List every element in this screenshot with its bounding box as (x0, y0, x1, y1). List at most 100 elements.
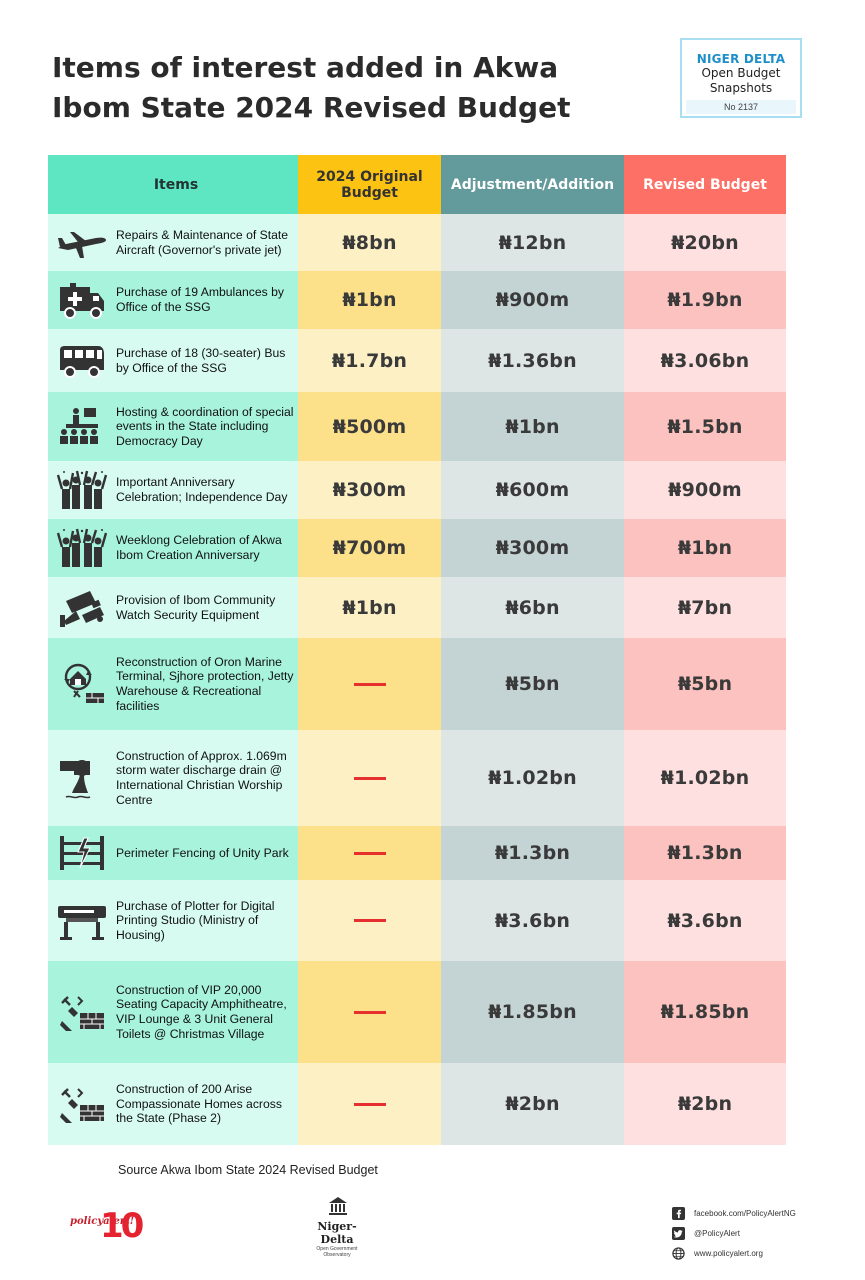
original-budget-value: ₦8bn (342, 231, 397, 254)
item-description: Weeklong Celebration of Akwa Ibom Creati… (116, 533, 282, 562)
facebook-icon (672, 1206, 685, 1220)
adjustment-value: ₦600m (495, 479, 570, 501)
item-description: Reconstruction of Oron Marine Terminal, … (116, 654, 294, 713)
original-budget-cell: ₦1bn (298, 271, 441, 329)
table-row: Construction of VIP 20,000 Seating Capac… (48, 961, 786, 1063)
original-budget-cell (298, 961, 441, 1063)
adjustment-value: ₦300m (495, 537, 570, 559)
table-row: Construction of 200 Arise Compassionate … (48, 1063, 786, 1145)
adjustment-cell: ₦600m (441, 461, 624, 519)
original-budget-cell (298, 880, 441, 961)
item-description: Purchase of Plotter for Digital Printing… (116, 898, 275, 942)
revised-budget-value: ₦1.5bn (667, 415, 743, 438)
table-row: Purchase of 18 (30-seater) Bus by Office… (48, 329, 786, 392)
adjustment-value: ₦1.85bn (488, 1001, 577, 1023)
original-budget-cell: ₦8bn (298, 214, 441, 271)
revised-budget-cell: ₦1.3bn (624, 826, 786, 880)
facebook-link[interactable]: facebook.com/PolicyAlertNG (672, 1203, 796, 1223)
revised-budget-cell: ₦1.9bn (624, 271, 786, 329)
budget-table: Items 2024 Original Budget Adjustment/Ad… (48, 155, 786, 1145)
original-budget-value: ₦1bn (342, 596, 397, 619)
original-budget-cell: ₦300m (298, 461, 441, 519)
original-budget-cell: ₦500m (298, 392, 441, 461)
table-row: Provision of Ibom Community Watch Securi… (48, 577, 786, 638)
header-items: Items (48, 155, 298, 214)
original-budget-value: ₦700m (332, 537, 407, 559)
adjustment-cell: ₦900m (441, 271, 624, 329)
table-body: Repairs & Maintenance of State Aircraft … (48, 214, 786, 1145)
revised-budget-cell: ₦2bn (624, 1063, 786, 1145)
revised-budget-value: ₦900m (668, 479, 742, 501)
original-budget-cell: ₦1.7bn (298, 329, 441, 392)
original-budget-value: ₦1bn (342, 289, 397, 311)
original-budget-cell: ₦700m (298, 519, 441, 577)
revised-budget-value: ₦5bn (677, 673, 733, 695)
badge-line-1: NIGER DELTA (696, 52, 786, 66)
table-header: Items 2024 Original Budget Adjustment/Ad… (48, 155, 786, 214)
source-note: Source Akwa Ibom State 2024 Revised Budg… (118, 1163, 378, 1177)
building-icon (329, 1197, 347, 1215)
revised-budget-cell: ₦3.06bn (624, 329, 786, 392)
item-description: Provision of Ibom Community Watch Securi… (116, 592, 276, 622)
adjustment-cell: ₦300m (441, 519, 624, 577)
adjustment-cell: ₦1.85bn (441, 961, 624, 1063)
original-budget-cell: ₦1bn (298, 577, 441, 638)
table-row: Weeklong Celebration of Akwa Ibom Creati… (48, 519, 786, 577)
title-line-2: Ibom State 2024 Revised Budget (52, 91, 571, 124)
table-row: Purchase of Plotter for Digital Printing… (48, 880, 786, 961)
badge-line-3: Snapshots (709, 81, 773, 95)
header-original: 2024 Original Budget (298, 155, 441, 214)
table-row: Repairs & Maintenance of State Aircraft … (48, 214, 786, 271)
adjustment-value: ₦1.3bn (494, 842, 571, 864)
ambulance-icon (54, 278, 110, 322)
drain-pipe-icon (54, 756, 110, 800)
policy-alert-logo: policyalert! 10 (70, 1206, 144, 1246)
item-cell: Construction of VIP 20,000 Seating Capac… (48, 961, 298, 1063)
globe-icon (672, 1246, 685, 1260)
adjustment-value: ₦1.02bn (488, 767, 577, 789)
item-cell: Repairs & Maintenance of State Aircraft … (48, 214, 298, 271)
no-value-dash (353, 851, 386, 855)
table-row: Purchase of 19 Ambulances by Office of t… (48, 271, 786, 329)
item-description: Purchase of 19 Ambulances by Office of t… (116, 285, 285, 314)
table-row: Construction of Approx. 1.069m storm wat… (48, 730, 786, 826)
twitter-link[interactable]: @PolicyAlert (672, 1223, 796, 1243)
twitter-icon (672, 1226, 685, 1240)
adjustment-cell: ₦1bn (441, 392, 624, 461)
revised-budget-value: ₦1bn (677, 537, 733, 559)
adjustment-cell: ₦1.3bn (441, 826, 624, 880)
adjustment-value: ₦2bn (505, 1093, 560, 1115)
revised-budget-value: ₦1.02bn (660, 767, 750, 789)
original-budget-value: ₦300m (332, 479, 407, 501)
adjustment-value: ₦12bn (498, 231, 567, 254)
revised-budget-cell: ₦3.6bn (624, 880, 786, 961)
celebration-crowd-icon (54, 468, 110, 512)
construction-icon (54, 1082, 110, 1126)
original-budget-value: ₦1.7bn (331, 349, 408, 372)
social-links: facebook.com/PolicyAlertNG @PolicyAlert … (672, 1203, 796, 1263)
table-row: Hosting & coordination of special events… (48, 392, 786, 461)
snapshot-badge: NIGER DELTA Open Budget Snapshots No 213… (680, 38, 802, 118)
adjustment-cell: ₦12bn (441, 214, 624, 271)
item-cell: Construction of Approx. 1.069m storm wat… (48, 730, 298, 826)
header-adjustment: Adjustment/Addition (441, 155, 624, 214)
website-link[interactable]: www.policyalert.org (672, 1243, 796, 1263)
revised-budget-cell: ₦1bn (624, 519, 786, 577)
item-cell: Reconstruction of Oron Marine Terminal, … (48, 638, 298, 730)
no-value-dash (353, 919, 386, 922)
construction-icon (54, 990, 110, 1034)
original-budget-cell (298, 730, 441, 826)
no-value-dash (353, 682, 386, 686)
revised-budget-value: ₦2bn (677, 1093, 733, 1115)
revised-budget-cell: ₦1.5bn (624, 392, 786, 461)
item-description: Construction of Approx. 1.069m storm wat… (116, 748, 287, 807)
revised-budget-value: ₦20bn (671, 231, 739, 254)
fence-icon (54, 831, 110, 875)
table-row: Important Anniversary Celebration; Indep… (48, 461, 786, 519)
item-description: Construction of 200 Arise Compassionate … (116, 1082, 282, 1126)
renovation-icon (54, 662, 110, 706)
adjustment-cell: ₦2bn (441, 1063, 624, 1145)
revised-budget-cell: ₦1.85bn (624, 961, 786, 1063)
badge-line-2: Open Budget (701, 66, 781, 80)
item-cell: Hosting & coordination of special events… (48, 392, 298, 461)
